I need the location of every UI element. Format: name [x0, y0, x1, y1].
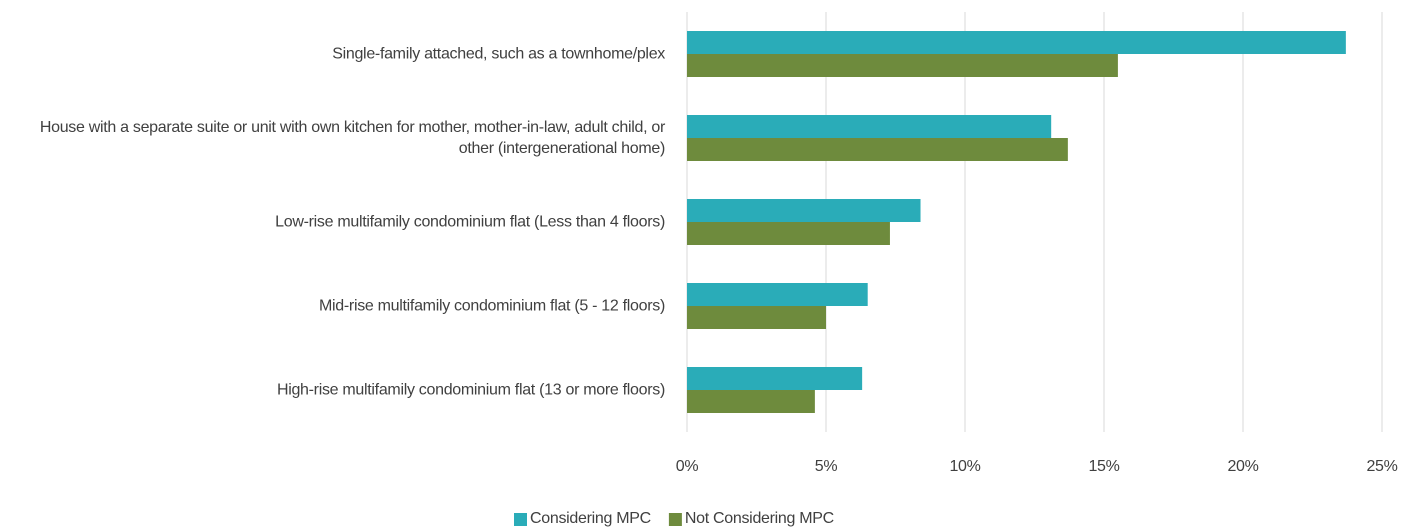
x-tick-label: 20%: [1227, 458, 1259, 475]
legend-label: Not Considering MPC: [684, 510, 834, 527]
category-label: Mid-rise multifamily condominium flat (5…: [319, 297, 665, 315]
bar: [687, 138, 1068, 161]
legend-swatch: [668, 513, 682, 526]
bar: [687, 390, 815, 413]
category-label: High-rise multifamily condominium flat (…: [276, 381, 665, 399]
x-tick-label: 25%: [1366, 458, 1398, 475]
bar: [687, 222, 890, 245]
x-tick-label: 5%: [814, 458, 838, 475]
x-tick-label: 10%: [949, 458, 981, 475]
bar: [687, 367, 863, 390]
category-label: House with a separate suite or unit with…: [39, 119, 665, 157]
legend-swatch: [514, 513, 527, 526]
legend-label: Considering MPC: [530, 510, 651, 527]
x-tick-label: 0%: [675, 458, 699, 475]
bar: [687, 115, 1052, 138]
bar: [687, 306, 826, 329]
bar: [687, 199, 921, 222]
bar: [687, 31, 1346, 54]
category-label: Single-family attached, such as a townho…: [332, 45, 665, 63]
x-tick-label: 15%: [1088, 458, 1120, 475]
bar: [687, 54, 1118, 77]
category-label: Low-rise multifamily condominium flat (L…: [275, 213, 665, 231]
bar: [687, 283, 868, 306]
